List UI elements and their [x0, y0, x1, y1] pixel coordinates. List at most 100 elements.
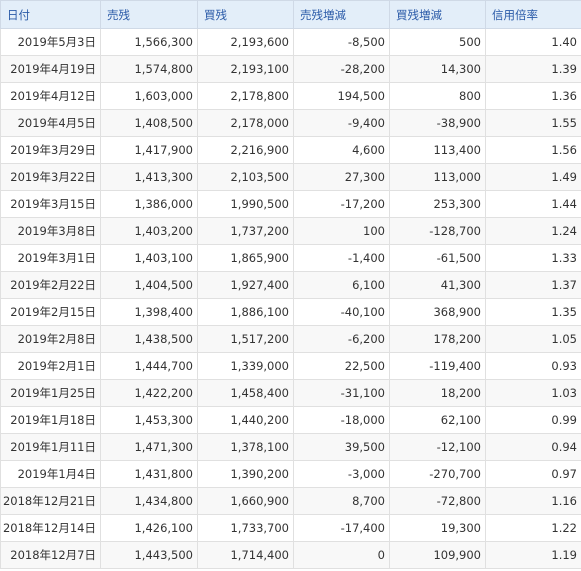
table-row: 2019年3月29日 1,417,900 2,216,900 4,600 113,400…: [0, 136, 581, 164]
date-cell: 2019年4月5日: [0, 109, 101, 137]
value-cell: 27,300: [293, 163, 390, 191]
value-cell: 1.56: [485, 136, 581, 164]
value-cell: 41,300: [389, 271, 486, 299]
value-cell: 1,733,700: [197, 514, 294, 542]
header-row: 日付 売残 買残 売残増減 買残増減 信用倍率: [0, 0, 581, 29]
value-cell: 253,300: [389, 190, 486, 218]
value-cell: 1,660,900: [197, 487, 294, 515]
value-cell: -3,000: [293, 460, 390, 488]
table-row: 2018年12月7日 1,443,500 1,714,400 0 109,900 1.19: [0, 541, 581, 569]
value-cell: 1.33: [485, 244, 581, 272]
column-header: 信用倍率: [485, 0, 581, 29]
value-cell: 1,453,300: [100, 406, 198, 434]
value-cell: 2,178,800: [197, 82, 294, 110]
value-cell: -9,400: [293, 109, 390, 137]
table-body: 2019年5月3日 1,566,300 2,193,600 -8,500 500 1.40…: [0, 28, 581, 569]
value-cell: 1.37: [485, 271, 581, 299]
value-cell: 22,500: [293, 352, 390, 380]
table-row: 2019年2月15日 1,398,400 1,886,100 -40,100 368,9…: [0, 298, 581, 326]
value-cell: 1,403,200: [100, 217, 198, 245]
table-row: 2019年1月4日 1,431,800 1,390,200 -3,000 -270,70…: [0, 460, 581, 488]
value-cell: -31,100: [293, 379, 390, 407]
value-cell: 1,471,300: [100, 433, 198, 461]
table-row: 2019年1月18日 1,453,300 1,440,200 -18,000 62,10…: [0, 406, 581, 434]
date-cell: 2019年2月1日: [0, 352, 101, 380]
value-cell: -12,100: [389, 433, 486, 461]
table-row: 2019年3月1日 1,403,100 1,865,900 -1,400 -61,500…: [0, 244, 581, 272]
value-cell: 1.22: [485, 514, 581, 542]
value-cell: 1.24: [485, 217, 581, 245]
column-header: 買残増減: [389, 0, 486, 29]
value-cell: 1,422,200: [100, 379, 198, 407]
table-row: 2019年2月8日 1,438,500 1,517,200 -6,200 178,200…: [0, 325, 581, 353]
value-cell: 1.44: [485, 190, 581, 218]
value-cell: 1,386,000: [100, 190, 198, 218]
date-cell: 2019年2月8日: [0, 325, 101, 353]
value-cell: -17,400: [293, 514, 390, 542]
value-cell: 194,500: [293, 82, 390, 110]
table-row: 2019年5月3日 1,566,300 2,193,600 -8,500 500 1.40: [0, 28, 581, 56]
table-row: 2018年12月14日 1,426,100 1,733,700 -17,400 19,3…: [0, 514, 581, 542]
value-cell: 1,886,100: [197, 298, 294, 326]
value-cell: 1,714,400: [197, 541, 294, 569]
value-cell: 8,700: [293, 487, 390, 515]
value-cell: 1.19: [485, 541, 581, 569]
value-cell: 1,990,500: [197, 190, 294, 218]
value-cell: -1,400: [293, 244, 390, 272]
value-cell: 178,200: [389, 325, 486, 353]
value-cell: 1,444,700: [100, 352, 198, 380]
value-cell: 1,574,800: [100, 55, 198, 83]
value-cell: 1,417,900: [100, 136, 198, 164]
value-cell: 0: [293, 541, 390, 569]
value-cell: 1,390,200: [197, 460, 294, 488]
date-cell: 2019年3月8日: [0, 217, 101, 245]
table-row: 2019年3月22日 1,413,300 2,103,500 27,300 113,00…: [0, 163, 581, 191]
value-cell: 113,400: [389, 136, 486, 164]
value-cell: 1.05: [485, 325, 581, 353]
value-cell: -38,900: [389, 109, 486, 137]
date-cell: 2019年2月22日: [0, 271, 101, 299]
value-cell: 2,193,600: [197, 28, 294, 56]
date-cell: 2019年1月11日: [0, 433, 101, 461]
value-cell: 1.03: [485, 379, 581, 407]
table-row: 2019年3月15日 1,386,000 1,990,500 -17,200 253,3…: [0, 190, 581, 218]
value-cell: -270,700: [389, 460, 486, 488]
value-cell: -119,400: [389, 352, 486, 380]
column-header: 買残: [197, 0, 294, 29]
value-cell: 0.93: [485, 352, 581, 380]
date-cell: 2019年3月1日: [0, 244, 101, 272]
value-cell: -18,000: [293, 406, 390, 434]
value-cell: 1.40: [485, 28, 581, 56]
table-row: 2019年2月1日 1,444,700 1,339,000 22,500 -119,40…: [0, 352, 581, 380]
value-cell: 1,458,400: [197, 379, 294, 407]
value-cell: 2,216,900: [197, 136, 294, 164]
table-row: 2019年1月11日 1,471,300 1,378,100 39,500 -12,10…: [0, 433, 581, 461]
value-cell: 6,100: [293, 271, 390, 299]
value-cell: 1.35: [485, 298, 581, 326]
value-cell: 1.16: [485, 487, 581, 515]
value-cell: 1.55: [485, 109, 581, 137]
date-cell: 2019年4月19日: [0, 55, 101, 83]
value-cell: 1,339,000: [197, 352, 294, 380]
table-row: 2019年2月22日 1,404,500 1,927,400 6,100 41,300 1…: [0, 271, 581, 299]
value-cell: 18,200: [389, 379, 486, 407]
value-cell: 500: [389, 28, 486, 56]
table-row: 2019年4月12日 1,603,000 2,178,800 194,500 800 1.…: [0, 82, 581, 110]
value-cell: 1.36: [485, 82, 581, 110]
value-cell: 1,426,100: [100, 514, 198, 542]
value-cell: -128,700: [389, 217, 486, 245]
value-cell: 1,408,500: [100, 109, 198, 137]
value-cell: 109,900: [389, 541, 486, 569]
value-cell: 0.97: [485, 460, 581, 488]
value-cell: 14,300: [389, 55, 486, 83]
value-cell: 1,927,400: [197, 271, 294, 299]
date-cell: 2019年1月18日: [0, 406, 101, 434]
date-cell: 2019年4月12日: [0, 82, 101, 110]
date-cell: 2019年5月3日: [0, 28, 101, 56]
value-cell: 1,865,900: [197, 244, 294, 272]
value-cell: 1,378,100: [197, 433, 294, 461]
value-cell: 2,103,500: [197, 163, 294, 191]
value-cell: 1.39: [485, 55, 581, 83]
table-row: 2019年4月5日 1,408,500 2,178,000 -9,400 -38,900…: [0, 109, 581, 137]
